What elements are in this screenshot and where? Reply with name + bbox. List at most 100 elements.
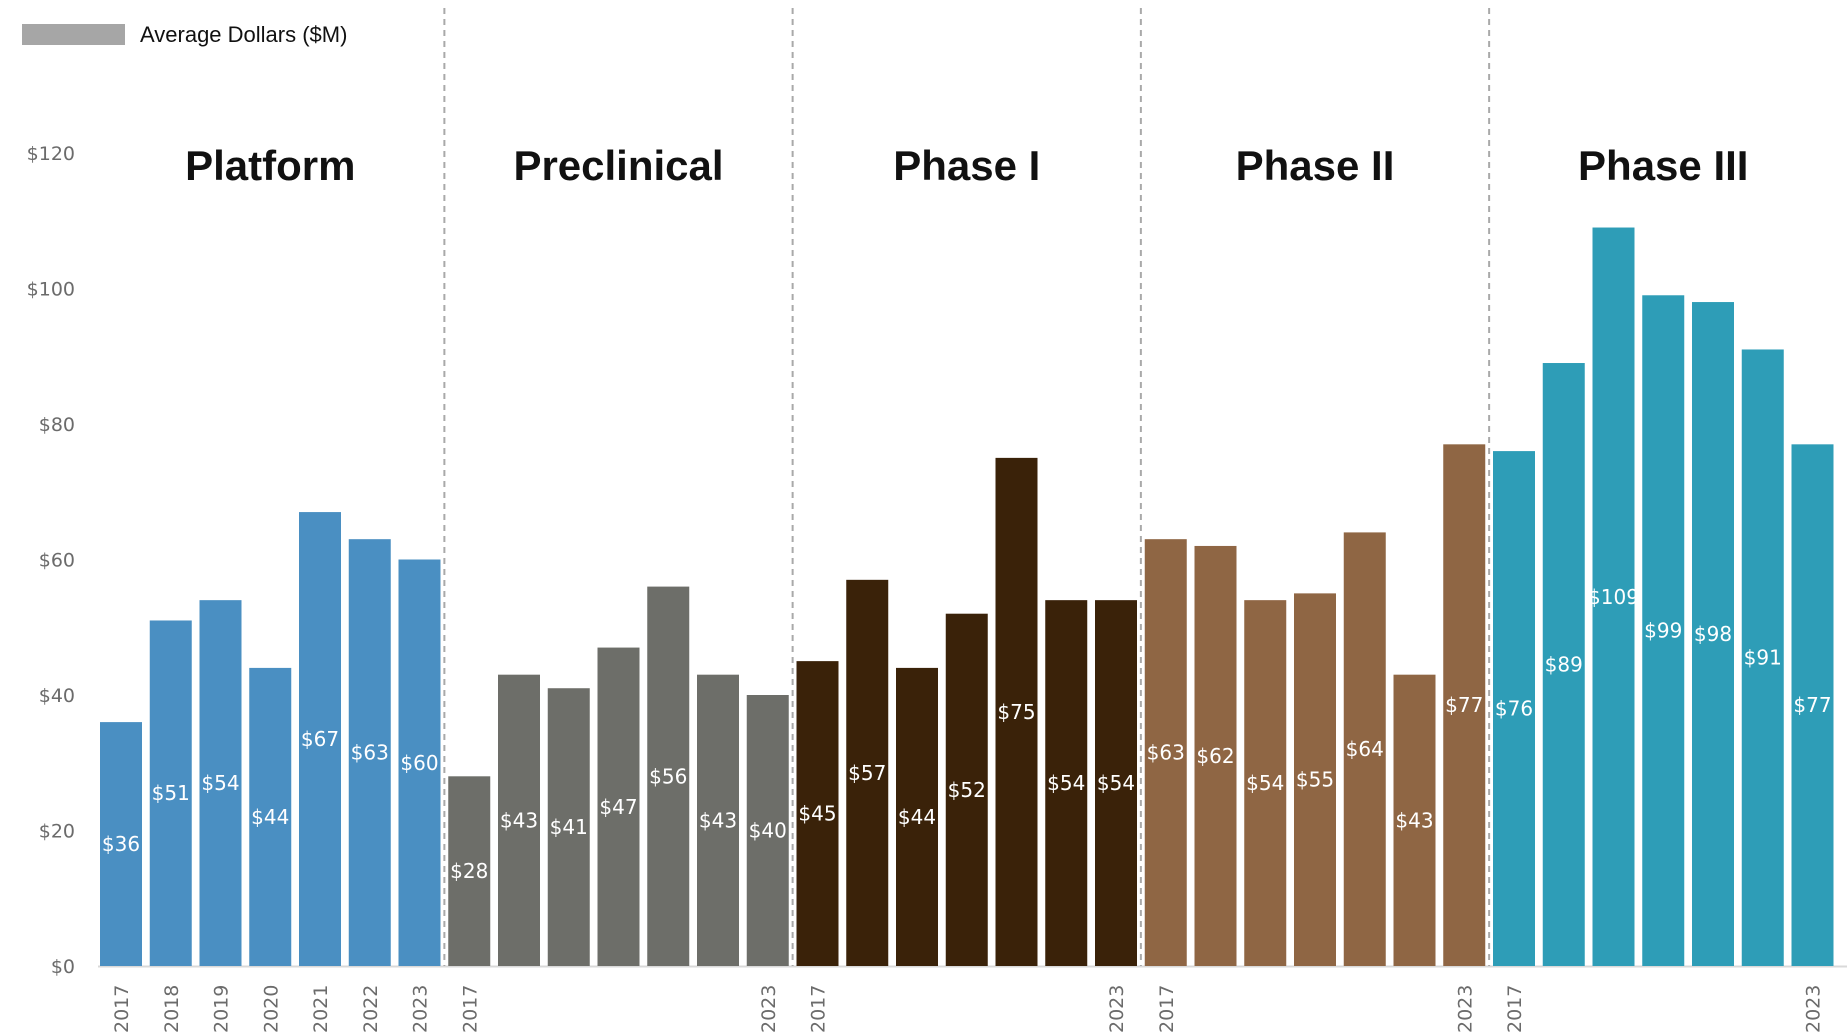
x-tick-label: 2017 bbox=[1504, 985, 1526, 1033]
bar bbox=[1493, 451, 1535, 967]
bar-value-label: $40 bbox=[749, 819, 787, 843]
bar-value-label: $54 bbox=[1047, 771, 1085, 795]
bar-value-label: $63 bbox=[1147, 741, 1185, 765]
bar bbox=[1194, 545, 1237, 966]
bar bbox=[1045, 600, 1088, 966]
bar-value-label: $62 bbox=[1196, 744, 1234, 768]
group-title: Platform bbox=[185, 142, 355, 189]
bar bbox=[1642, 295, 1685, 966]
bar-value-label: $57 bbox=[848, 761, 886, 785]
bar bbox=[1294, 593, 1336, 966]
x-tick-label: 2023 bbox=[1454, 985, 1476, 1033]
bar bbox=[896, 667, 938, 966]
bar bbox=[1791, 444, 1834, 966]
bar bbox=[1144, 539, 1187, 966]
bar bbox=[597, 647, 640, 966]
x-tick-label: 2017 bbox=[111, 985, 133, 1033]
bar bbox=[697, 674, 739, 966]
bar bbox=[1244, 600, 1287, 966]
bar bbox=[647, 586, 690, 966]
bar bbox=[498, 674, 540, 966]
bar-value-label: $52 bbox=[948, 778, 986, 802]
bar-value-label: $63 bbox=[351, 741, 389, 765]
bar-value-label: $44 bbox=[898, 805, 936, 829]
x-tick-label: 2023 bbox=[1803, 985, 1825, 1033]
y-tick-label: $0 bbox=[51, 956, 75, 978]
bar bbox=[100, 722, 142, 966]
bar-value-label: $47 bbox=[599, 795, 637, 819]
x-tick-label: 2020 bbox=[260, 985, 282, 1033]
y-tick-label: $100 bbox=[27, 279, 75, 301]
bar bbox=[149, 620, 192, 966]
legend-label: Average Dollars ($M) bbox=[140, 22, 348, 47]
bar-value-label: $60 bbox=[400, 751, 438, 775]
bar-value-label: $43 bbox=[500, 808, 538, 832]
bar-value-label: $45 bbox=[798, 802, 836, 826]
bar bbox=[1095, 600, 1137, 966]
bar-value-label: $109 bbox=[1588, 585, 1639, 609]
bar bbox=[199, 600, 242, 966]
bar-value-label: $44 bbox=[251, 805, 289, 829]
bar bbox=[1692, 302, 1734, 966]
bar-value-label: $75 bbox=[997, 700, 1035, 724]
x-tick-label: 2023 bbox=[758, 985, 780, 1033]
x-tick-label: 2023 bbox=[1106, 985, 1128, 1033]
y-tick-label: $80 bbox=[39, 414, 75, 436]
y-tick-label: $60 bbox=[39, 550, 75, 572]
bar-value-label: $91 bbox=[1744, 646, 1782, 670]
bar-value-label: $89 bbox=[1545, 653, 1583, 677]
bar-value-label: $99 bbox=[1644, 619, 1682, 643]
bar-value-label: $77 bbox=[1445, 693, 1483, 717]
bar-value-label: $67 bbox=[301, 727, 339, 751]
bar bbox=[945, 613, 988, 966]
y-tick-label: $40 bbox=[39, 685, 75, 707]
bar bbox=[1542, 363, 1585, 966]
x-tick-label: 2019 bbox=[211, 985, 233, 1033]
bar-value-label: $54 bbox=[201, 771, 239, 795]
x-tick-label: 2017 bbox=[459, 985, 481, 1033]
bar-value-label: $56 bbox=[649, 764, 687, 788]
x-tick-label: 2023 bbox=[410, 985, 432, 1033]
bar bbox=[1592, 227, 1635, 966]
x-tick-label: 2017 bbox=[808, 985, 830, 1033]
bar-value-label: $77 bbox=[1793, 693, 1831, 717]
x-tick-label: 2022 bbox=[360, 985, 382, 1033]
bar-value-label: $76 bbox=[1495, 697, 1533, 721]
bar bbox=[1443, 444, 1486, 966]
bar bbox=[547, 688, 590, 966]
y-tick-label: $20 bbox=[39, 821, 75, 843]
bar bbox=[1343, 532, 1386, 966]
bar-labels: $36 $51 $54 $44 $67 $63 $60 $28 $43 $41 $47 $56 $43 $… bbox=[102, 585, 1832, 883]
bar-value-label: $43 bbox=[1395, 808, 1433, 832]
bar-value-label: $54 bbox=[1246, 771, 1284, 795]
y-axis: $0 $20 $40 $60 $80 $100 $120 bbox=[27, 143, 1847, 978]
group-title: Preclinical bbox=[513, 142, 723, 189]
bar-value-label: $55 bbox=[1296, 768, 1334, 792]
bar bbox=[299, 512, 341, 966]
bar bbox=[1741, 349, 1784, 967]
bar-value-label: $64 bbox=[1346, 737, 1384, 761]
bar-value-label: $51 bbox=[152, 781, 190, 805]
bar bbox=[348, 539, 391, 966]
bar bbox=[746, 695, 789, 966]
legend-swatch bbox=[22, 24, 125, 45]
x-tick-label: 2017 bbox=[1156, 985, 1178, 1033]
bar bbox=[249, 667, 292, 966]
group-title: Phase III bbox=[1578, 142, 1748, 189]
bar bbox=[448, 776, 491, 966]
bar-value-label: $43 bbox=[699, 808, 737, 832]
x-tick-label: 2018 bbox=[161, 985, 183, 1033]
bar bbox=[796, 661, 839, 966]
bar-value-label: $54 bbox=[1097, 771, 1135, 795]
x-tick-label: 2021 bbox=[310, 985, 332, 1033]
group-title: Phase II bbox=[1236, 142, 1395, 189]
x-axis: 2017 2018 2019 2020 2021 2022 2023 2017 2023 2017… bbox=[111, 985, 1825, 1033]
bar-value-label: $36 bbox=[102, 832, 140, 856]
bar bbox=[1393, 674, 1436, 966]
bar bbox=[846, 579, 889, 966]
group-separators bbox=[443, 8, 1491, 966]
bar-value-label: $28 bbox=[450, 859, 488, 883]
bar bbox=[398, 559, 441, 966]
bars bbox=[100, 227, 1834, 967]
